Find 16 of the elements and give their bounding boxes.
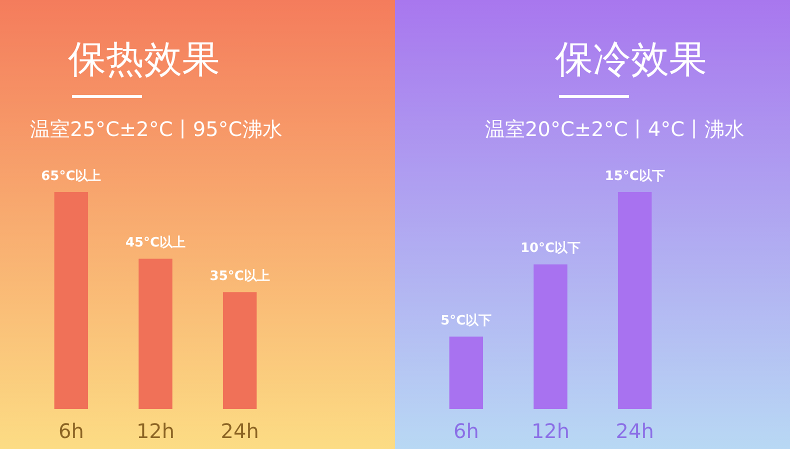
data-label: 65°C以上 bbox=[41, 168, 102, 184]
chart-subtitle: 温室25°C±2°C丨95°C沸水 bbox=[30, 116, 282, 143]
data-label: 15°C以下 bbox=[604, 168, 665, 184]
x-tick-label: 12h bbox=[531, 419, 570, 444]
data-label: 5°C以下 bbox=[440, 314, 492, 329]
data-label: 45°C以上 bbox=[125, 236, 186, 251]
x-tick-label: 24h bbox=[220, 419, 259, 444]
data-label: 10°C以下 bbox=[520, 241, 581, 256]
x-tick-label: 6h bbox=[58, 419, 84, 444]
x-tick-label: 6h bbox=[453, 419, 479, 444]
data-label: 35°C以上 bbox=[210, 269, 270, 284]
chart-title: 保冷效果 bbox=[555, 36, 707, 83]
chart-title: 保热效果 bbox=[68, 36, 220, 83]
x-tick-label: 24h bbox=[616, 419, 654, 444]
x-tick-label: 12h bbox=[136, 419, 175, 444]
chart-subtitle: 温室20°C±2°C丨4°C丨沸水 bbox=[485, 116, 745, 143]
